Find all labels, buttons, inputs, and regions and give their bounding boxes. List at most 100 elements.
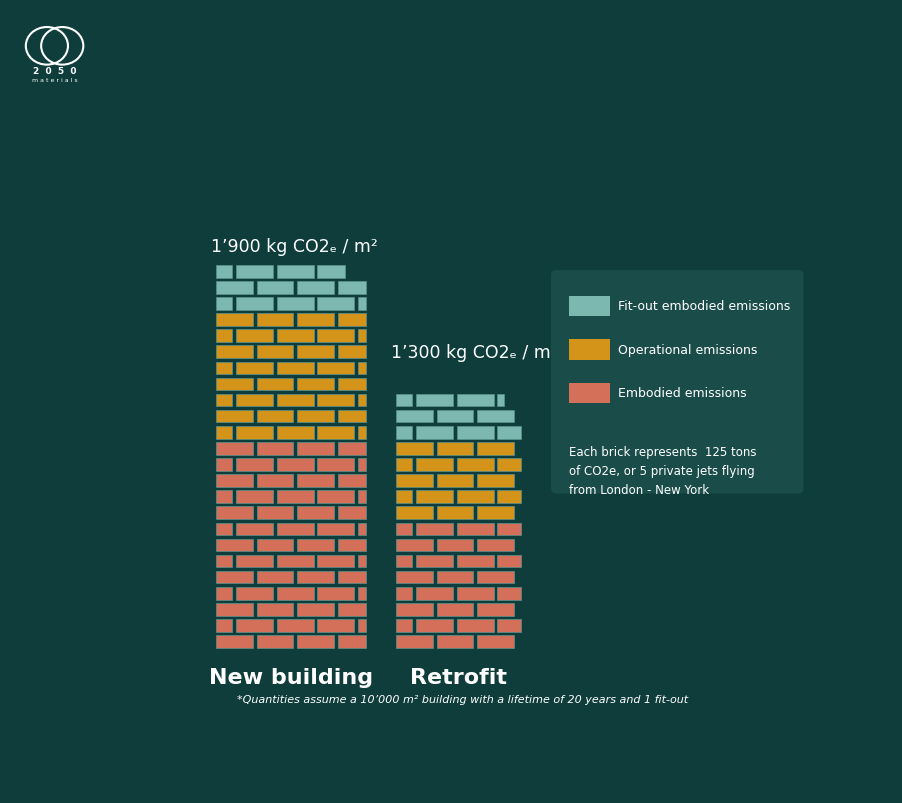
Bar <box>437 475 474 487</box>
Bar <box>337 507 366 520</box>
Bar <box>236 619 273 632</box>
Bar <box>497 619 521 632</box>
Bar <box>497 491 521 503</box>
Text: m a t e r i a l s: m a t e r i a l s <box>32 78 78 83</box>
Bar <box>236 394 273 407</box>
Bar <box>337 314 366 327</box>
Bar <box>236 266 273 279</box>
Bar <box>569 340 610 361</box>
Bar <box>318 426 354 439</box>
Bar <box>396 475 433 487</box>
Bar <box>256 635 293 648</box>
Bar <box>497 459 521 471</box>
Bar <box>318 394 354 407</box>
Bar <box>477 539 514 552</box>
Bar <box>216 410 253 423</box>
Bar <box>437 603 474 616</box>
Bar <box>216 507 253 520</box>
Bar <box>358 619 366 632</box>
Bar <box>417 555 453 568</box>
Bar <box>297 507 334 520</box>
Bar <box>437 442 474 455</box>
Bar <box>417 459 453 471</box>
Bar <box>277 266 314 279</box>
Bar <box>396 394 412 407</box>
Bar <box>396 587 412 600</box>
Bar <box>417 523 453 536</box>
Bar <box>216 426 233 439</box>
Bar <box>396 555 412 568</box>
Bar <box>437 571 474 584</box>
Text: Retrofit: Retrofit <box>410 667 507 687</box>
Bar <box>437 539 474 552</box>
Text: 1’300 kg CO2ₑ / m²: 1’300 kg CO2ₑ / m² <box>391 344 557 361</box>
Bar <box>396 619 412 632</box>
Bar <box>236 459 273 471</box>
Bar <box>396 442 433 455</box>
Bar <box>216 346 253 359</box>
Bar <box>417 619 453 632</box>
Bar <box>297 475 334 487</box>
Bar <box>277 587 314 600</box>
Bar <box>337 603 366 616</box>
Bar <box>236 330 273 343</box>
Bar <box>256 539 293 552</box>
Bar <box>216 362 233 375</box>
Bar <box>297 378 334 391</box>
Bar <box>216 330 233 343</box>
Bar <box>437 635 474 648</box>
Bar <box>256 475 293 487</box>
Bar <box>277 426 314 439</box>
Text: Operational emissions: Operational emissions <box>618 344 758 357</box>
Bar <box>297 410 334 423</box>
Bar <box>318 491 354 503</box>
Bar <box>277 330 314 343</box>
Bar <box>337 635 366 648</box>
Bar <box>277 362 314 375</box>
Bar <box>277 394 314 407</box>
Bar <box>256 314 293 327</box>
Bar <box>236 298 273 311</box>
Bar <box>236 523 273 536</box>
Bar <box>216 635 253 648</box>
Bar <box>236 362 273 375</box>
Bar <box>236 555 273 568</box>
Bar <box>497 426 521 439</box>
Bar <box>318 587 354 600</box>
Bar <box>358 523 366 536</box>
Bar <box>457 523 493 536</box>
Bar <box>236 426 273 439</box>
Bar <box>216 491 233 503</box>
Bar <box>396 539 433 552</box>
Bar <box>318 523 354 536</box>
Text: 2  0  5  0: 2 0 5 0 <box>32 67 77 75</box>
Bar <box>216 314 253 327</box>
Bar <box>216 459 233 471</box>
Bar <box>358 459 366 471</box>
Bar <box>477 507 514 520</box>
Bar <box>437 507 474 520</box>
Bar <box>358 362 366 375</box>
Bar <box>396 571 433 584</box>
Bar <box>297 314 334 327</box>
Bar <box>216 394 233 407</box>
Bar <box>297 571 334 584</box>
Bar <box>477 442 514 455</box>
Bar <box>497 394 504 407</box>
Bar <box>396 603 433 616</box>
Bar <box>457 394 493 407</box>
Text: *Quantities assume a 10’000 m² building with a lifetime of 20 years and 1 fit-ou: *Quantities assume a 10’000 m² building … <box>236 695 688 704</box>
Bar <box>417 394 453 407</box>
Bar <box>318 459 354 471</box>
Bar <box>396 507 433 520</box>
Bar <box>216 619 233 632</box>
Bar <box>216 603 253 616</box>
Text: New building: New building <box>209 667 373 687</box>
Bar <box>216 587 233 600</box>
Bar <box>256 346 293 359</box>
Bar <box>277 491 314 503</box>
Bar <box>236 587 273 600</box>
Bar <box>417 491 453 503</box>
Bar <box>337 475 366 487</box>
Bar <box>358 587 366 600</box>
